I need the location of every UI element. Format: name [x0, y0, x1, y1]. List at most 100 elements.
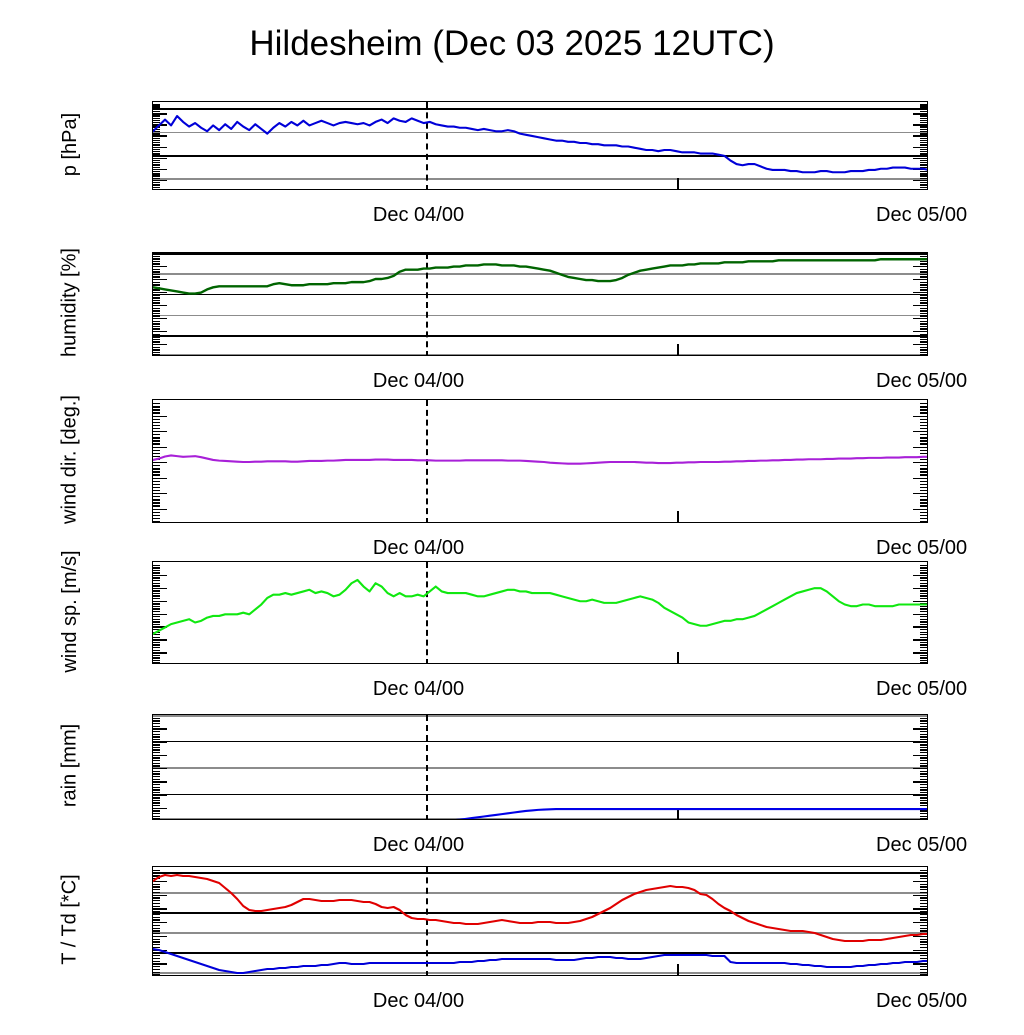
day-marker-dashed: [425, 715, 428, 819]
axis-minor-tick: [153, 911, 160, 913]
axis-minor-tick: [913, 477, 927, 479]
axis-minor-tick: [920, 641, 927, 644]
axis-minor-tick: [153, 427, 160, 430]
axis-minor-tick: [920, 938, 927, 940]
trace-svg-pressure: [153, 115, 927, 174]
axis-minor-tick: [153, 508, 167, 510]
axis-minor-tick: [153, 477, 167, 479]
axis-minor-tick: [920, 618, 927, 621]
axis-minor-tick: [153, 644, 160, 646]
axis-minor-tick: [153, 768, 167, 770]
axis-minor-tick: [153, 182, 160, 184]
axis-minor-tick: [920, 891, 927, 894]
axis-minor-tick: [920, 346, 927, 348]
axis-minor-tick: [153, 119, 160, 122]
axis-minor-tick: [153, 765, 160, 767]
axis-minor-tick: [913, 318, 927, 320]
axis-minor-tick: [153, 455, 160, 458]
axis-minor-tick: [153, 333, 160, 335]
axis-minor-tick: [153, 955, 160, 957]
axis-minor-tick: [153, 618, 160, 621]
halfday-marker: [677, 178, 679, 189]
axis-minor-tick: [153, 346, 160, 348]
axis-minor-tick: [920, 783, 927, 786]
gridline: [153, 793, 927, 796]
axis-minor-tick: [153, 443, 160, 445]
trace-svg-humidity: [153, 258, 927, 295]
axis-minor-tick: [153, 649, 160, 651]
axis-minor-tick: [153, 489, 160, 492]
axis-minor-tick: [920, 273, 927, 276]
axis-minor-tick: [920, 968, 927, 971]
axis-minor-tick: [153, 900, 160, 902]
axis-minor-tick: [913, 446, 927, 448]
axis-minor-tick: [913, 600, 927, 603]
axis-minor-tick: [920, 502, 927, 504]
axis-minor-tick: [153, 186, 160, 188]
axis-minor-tick: [920, 657, 927, 659]
halfday-marker: [677, 808, 679, 819]
axis-minor-tick: [153, 344, 167, 346]
axis-minor-tick: [920, 646, 927, 649]
gridline: [153, 314, 927, 317]
axis-minor-tick: [153, 569, 160, 572]
axis-minor-tick: [153, 815, 160, 818]
axis-minor-tick: [153, 323, 160, 325]
gridline: [153, 335, 927, 337]
axis-minor-tick: [153, 412, 160, 414]
axis-minor-tick: [920, 913, 927, 916]
axis-minor-tick: [913, 880, 927, 883]
axis-minor-tick: [153, 307, 160, 309]
axis-minor-tick: [920, 421, 927, 424]
axis-minor-tick: [920, 260, 927, 263]
axis-minor-tick: [920, 349, 927, 351]
axis-minor-tick: [153, 636, 160, 639]
axis-minor-tick: [153, 117, 160, 119]
axis-minor-tick: [153, 514, 160, 517]
axis-minor-tick: [153, 587, 167, 590]
axis-minor-tick: [920, 483, 927, 486]
series-accumulated-rain: [455, 808, 927, 819]
axis-minor-tick: [920, 786, 927, 788]
axis-minor-tick: [920, 150, 927, 153]
axis-minor-tick: [153, 336, 160, 338]
axis-minor-tick: [153, 933, 160, 935]
axis-minor-tick: [920, 916, 927, 918]
axis-minor-tick: [920, 440, 927, 442]
axis-minor-tick: [153, 746, 160, 749]
axis-minor-tick: [153, 641, 160, 644]
axis-minor-tick: [920, 297, 927, 299]
axis-minor-tick: [153, 409, 160, 411]
x-tick-label: Dec 05/00: [876, 990, 968, 1012]
axis-minor-tick: [153, 968, 160, 971]
axis-minor-tick: [913, 493, 927, 495]
axis-minor-tick: [920, 872, 927, 874]
axis-minor-tick: [153, 115, 160, 117]
axis-minor-tick: [920, 489, 927, 492]
gridline: [153, 253, 927, 255]
axis-minor-tick: [920, 443, 927, 445]
axis-minor-tick: [920, 733, 927, 735]
axis-minor-tick: [153, 354, 160, 355]
axis-minor-tick: [153, 517, 160, 520]
trace-svg-rain: [455, 808, 927, 819]
axis-minor-tick: [920, 315, 927, 317]
axis-minor-tick: [153, 628, 160, 631]
trace-svg-wind_direction: [153, 454, 927, 465]
axis-minor-tick: [920, 813, 927, 815]
axis-minor-tick: [153, 170, 160, 173]
axis-minor-tick: [913, 113, 927, 115]
axis-minor-tick: [920, 749, 927, 751]
axis-minor-tick: [920, 188, 927, 189]
axis-minor-tick: [153, 318, 167, 320]
axis-minor-tick: [153, 159, 160, 162]
axis-minor-tick: [920, 802, 927, 804]
axis-minor-tick: [153, 590, 160, 592]
axis-minor-tick: [153, 598, 160, 600]
axis-minor-tick: [153, 449, 160, 451]
axis-minor-tick: [153, 813, 160, 815]
axis-minor-tick: [920, 511, 927, 513]
axis-minor-tick: [153, 957, 160, 960]
axis-minor-tick: [153, 659, 160, 662]
axis-minor-tick: [920, 115, 927, 117]
